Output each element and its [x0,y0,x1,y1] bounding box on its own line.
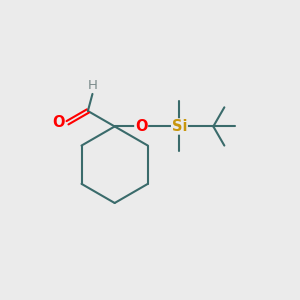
Text: H: H [88,79,98,92]
Text: O: O [135,119,147,134]
Text: O: O [52,115,65,130]
Text: Si: Si [172,119,187,134]
